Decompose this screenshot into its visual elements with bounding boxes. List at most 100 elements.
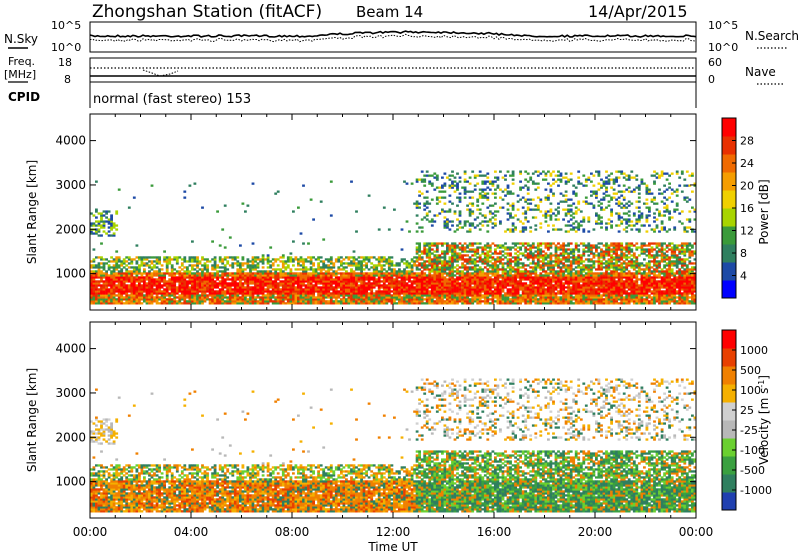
heatmap-cell bbox=[481, 276, 485, 279]
heatmap-cell bbox=[387, 296, 391, 299]
heatmap-cell bbox=[536, 298, 540, 301]
heatmap-cell bbox=[539, 260, 543, 263]
heatmap-cell bbox=[365, 296, 368, 299]
heatmap-cell bbox=[526, 300, 530, 303]
heatmap-cell bbox=[292, 286, 295, 289]
heatmap-cell bbox=[448, 220, 452, 223]
heatmap-cell bbox=[430, 290, 434, 293]
heatmap-cell bbox=[491, 226, 495, 229]
heatmap-cell bbox=[334, 282, 338, 285]
heatmap-cell bbox=[481, 288, 485, 291]
heatmap-cell bbox=[582, 302, 586, 305]
heatmap-cell bbox=[132, 284, 136, 287]
heatmap-cell bbox=[317, 300, 320, 303]
heatmap-cell bbox=[289, 276, 293, 279]
heatmap-cell bbox=[468, 244, 472, 247]
heatmap-cell bbox=[420, 180, 424, 183]
heatmap-cell bbox=[304, 268, 308, 271]
heatmap-cell bbox=[468, 260, 472, 263]
heatmap-cell bbox=[415, 248, 419, 251]
heatmap-cell bbox=[509, 272, 512, 275]
heatmap-cell bbox=[514, 294, 517, 297]
heatmap-cell bbox=[223, 292, 227, 295]
heatmap-cell bbox=[372, 296, 376, 299]
heatmap-cell bbox=[193, 290, 197, 293]
heatmap-cell bbox=[276, 264, 280, 267]
heatmap-cell bbox=[567, 210, 570, 213]
heatmap-cell bbox=[387, 266, 391, 269]
heatmap-cell bbox=[433, 292, 437, 295]
heatmap-cell bbox=[473, 266, 477, 269]
heatmap-cell bbox=[552, 268, 555, 271]
heatmap-cell bbox=[574, 290, 578, 293]
noise-frame bbox=[89, 21, 697, 53]
heatmap-cell bbox=[251, 300, 255, 303]
heatmap-cell bbox=[221, 266, 225, 269]
heatmap-cell bbox=[393, 272, 396, 275]
heatmap-cell bbox=[132, 280, 136, 283]
heatmap-cell bbox=[441, 266, 444, 269]
heatmap-cell bbox=[461, 248, 464, 251]
heatmap-cell bbox=[198, 288, 202, 291]
heatmap-cell bbox=[284, 278, 288, 281]
heatmap-cell bbox=[226, 272, 230, 275]
heatmap-cell bbox=[549, 268, 553, 271]
heatmap-cell bbox=[496, 258, 500, 261]
heatmap-cell bbox=[554, 270, 558, 273]
date-title: 14/Apr/2015 bbox=[588, 2, 688, 21]
heatmap-cell bbox=[577, 228, 581, 231]
heatmap-cell bbox=[259, 274, 262, 277]
heatmap-cell bbox=[488, 298, 492, 301]
heatmap-cell bbox=[360, 298, 363, 301]
heatmap-cell bbox=[584, 300, 588, 303]
heatmap-cell bbox=[244, 292, 247, 295]
heatmap-cell bbox=[294, 256, 298, 259]
heatmap-cell bbox=[496, 184, 500, 187]
heatmap-cell bbox=[387, 228, 391, 231]
heatmap-cell bbox=[251, 302, 255, 305]
heatmap-cell bbox=[175, 276, 179, 279]
heatmap-cell bbox=[476, 246, 480, 249]
heatmap-cell bbox=[448, 300, 452, 303]
heatmap-cell bbox=[509, 214, 512, 217]
heatmap-cell bbox=[239, 298, 242, 301]
heatmap-cell bbox=[304, 300, 308, 303]
heatmap-cell bbox=[458, 296, 462, 299]
heatmap-cell bbox=[405, 182, 409, 185]
heatmap-cell bbox=[226, 262, 230, 265]
heatmap-cell bbox=[107, 280, 111, 283]
heatmap-cell bbox=[418, 258, 421, 261]
heatmap-cell bbox=[239, 302, 242, 305]
heatmap-cell bbox=[145, 294, 149, 297]
heatmap-cell bbox=[160, 290, 164, 293]
heatmap-cell bbox=[521, 244, 525, 247]
heatmap-cell bbox=[360, 268, 363, 271]
heatmap-cell bbox=[125, 276, 129, 279]
heatmap-cell bbox=[547, 274, 550, 277]
heatmap-cell bbox=[582, 260, 586, 263]
heatmap-cell bbox=[506, 266, 510, 269]
heatmap-cell bbox=[554, 262, 558, 265]
heatmap-cell bbox=[453, 180, 457, 183]
heatmap-cell bbox=[408, 278, 411, 281]
heatmap-cell bbox=[289, 288, 293, 291]
heatmap-cell bbox=[261, 286, 265, 289]
heatmap-cell bbox=[317, 258, 320, 261]
heatmap-cell bbox=[281, 290, 285, 293]
heatmap-cell bbox=[329, 300, 333, 303]
heatmap-cell bbox=[564, 302, 568, 305]
heatmap-cell bbox=[529, 226, 533, 229]
heatmap-cell bbox=[337, 282, 341, 285]
heatmap-cell bbox=[567, 288, 570, 291]
heatmap-cell bbox=[403, 272, 406, 275]
heatmap-cell bbox=[130, 294, 134, 297]
heatmap-cell bbox=[362, 260, 366, 263]
heatmap-cell bbox=[574, 292, 578, 295]
heatmap-cell bbox=[100, 300, 103, 303]
heatmap-cell bbox=[337, 258, 341, 261]
heatmap-cell bbox=[463, 170, 467, 173]
heatmap-cell bbox=[198, 278, 202, 281]
heatmap-cell bbox=[430, 224, 434, 227]
heatmap-cell bbox=[193, 298, 197, 301]
heatmap-cell bbox=[110, 260, 113, 263]
